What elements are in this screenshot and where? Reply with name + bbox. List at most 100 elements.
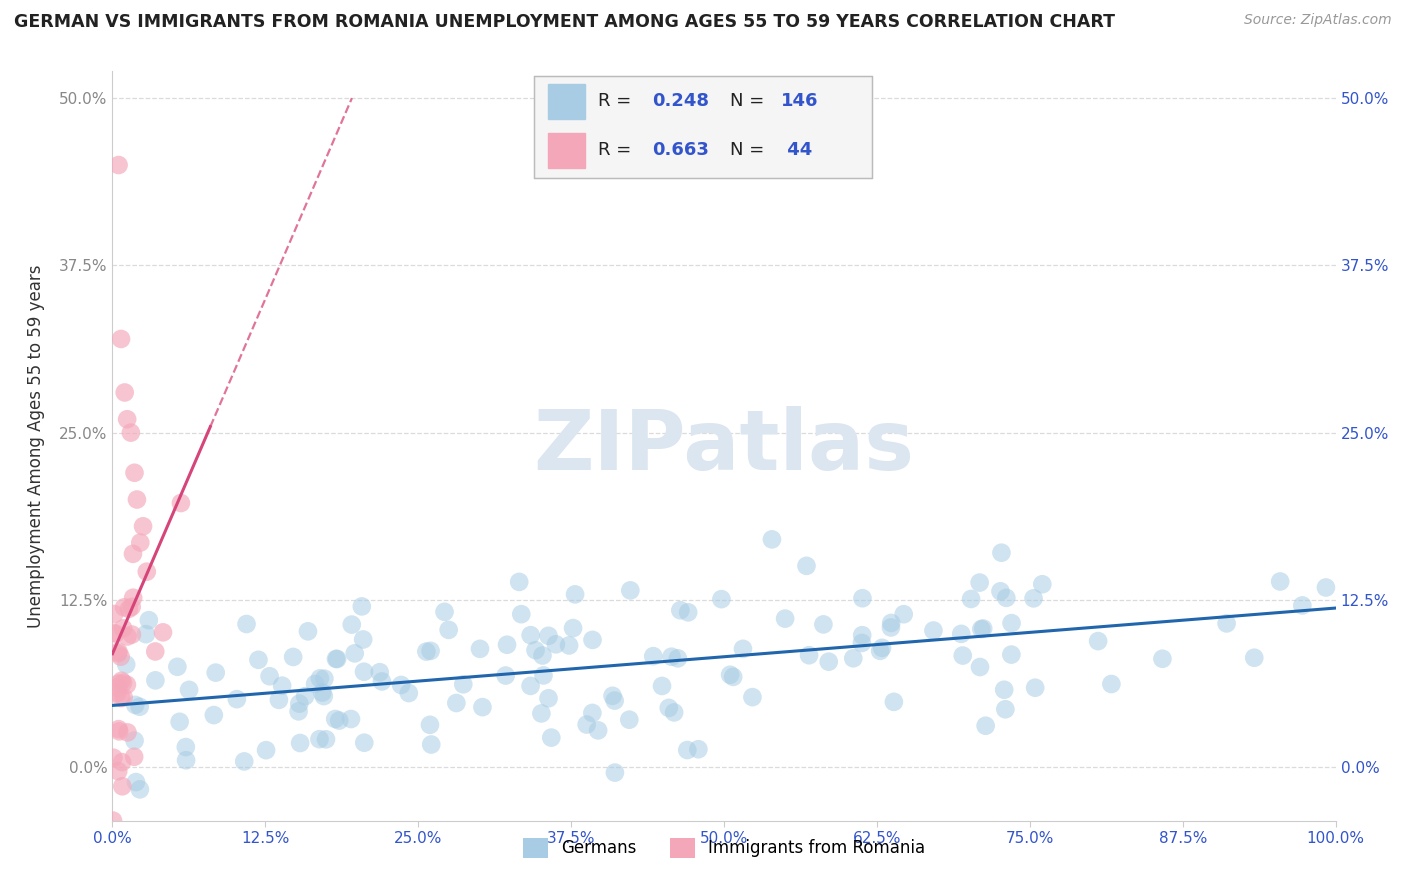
Point (495, 668, 517, 682)
Point (308, 732, 330, 747)
Point (437, 623, 460, 637)
Point (340, 617, 363, 632)
Point (271, 679, 294, 693)
Text: N =: N = (730, 141, 770, 159)
Point (419, 644, 441, 658)
Point (721, 670, 744, 684)
Point (125, 775, 148, 789)
Point (880, 615, 903, 630)
Point (562, 621, 585, 635)
Point (325, 652, 347, 666)
Point (350, 599, 373, 614)
Point (1099, 677, 1122, 691)
Point (970, 622, 993, 636)
Point (880, 620, 903, 634)
Text: 0.248: 0.248 (652, 93, 710, 111)
Point (107, 644, 129, 658)
Point (121, 627, 143, 641)
Point (174, 753, 197, 767)
Point (118, 602, 141, 616)
Point (128, 699, 150, 714)
Point (122, 547, 145, 561)
Point (111, 755, 134, 769)
Point (710, 592, 733, 607)
Point (110, 673, 132, 688)
Point (676, 743, 699, 757)
Point (254, 743, 277, 757)
Point (451, 677, 474, 691)
Point (177, 682, 200, 697)
Point (564, 587, 586, 601)
Point (1270, 574, 1292, 589)
Point (893, 607, 915, 622)
Point (120, 425, 142, 440)
Point (731, 641, 754, 656)
Point (796, 558, 818, 573)
Point (174, 739, 197, 754)
Point (1215, 616, 1237, 631)
Point (1031, 577, 1053, 591)
Text: 44: 44 (780, 141, 811, 159)
Point (619, 583, 641, 598)
Point (287, 704, 309, 718)
Point (281, 649, 304, 664)
Point (112, 621, 135, 635)
Point (110, 691, 132, 706)
Point (969, 575, 991, 590)
Point (990, 584, 1012, 599)
Point (969, 660, 991, 674)
Point (315, 732, 337, 747)
Point (666, 651, 689, 665)
Point (510, 607, 533, 622)
Point (669, 603, 692, 617)
Point (166, 660, 188, 674)
Point (468, 641, 491, 656)
Point (581, 706, 603, 720)
Point (101, 625, 124, 640)
Point (343, 646, 366, 660)
Point (340, 712, 363, 726)
Point (508, 574, 530, 589)
Point (586, 723, 609, 738)
Point (309, 672, 332, 686)
Point (288, 697, 311, 711)
Point (524, 643, 547, 657)
Point (1152, 652, 1174, 666)
Point (132, 519, 155, 533)
Point (115, 657, 138, 672)
Point (869, 644, 891, 658)
Text: R =: R = (599, 93, 637, 111)
Point (1024, 681, 1046, 695)
Point (575, 717, 598, 731)
Point (581, 632, 603, 647)
Text: N =: N = (730, 93, 770, 111)
Point (603, 693, 626, 707)
Point (368, 665, 391, 680)
Bar (548, 133, 585, 168)
Point (235, 617, 257, 632)
Point (420, 738, 443, 752)
Text: Source: ZipAtlas.com: Source: ZipAtlas.com (1244, 13, 1392, 28)
Point (658, 701, 681, 715)
Point (108, 676, 131, 690)
Point (124, 466, 146, 480)
Point (311, 685, 333, 699)
Point (124, 698, 146, 712)
Point (143, 644, 166, 658)
Point (519, 628, 541, 642)
Point (817, 655, 839, 669)
Point (288, 736, 311, 750)
Point (533, 668, 555, 682)
Point (170, 496, 193, 510)
Point (326, 652, 349, 666)
Point (135, 565, 157, 579)
Point (112, 600, 135, 615)
Point (718, 667, 741, 681)
Point (676, 605, 699, 619)
Point (662, 706, 685, 720)
Point (651, 679, 673, 693)
Point (870, 640, 893, 655)
Point (121, 599, 143, 614)
Point (544, 637, 567, 651)
Point (519, 679, 541, 693)
